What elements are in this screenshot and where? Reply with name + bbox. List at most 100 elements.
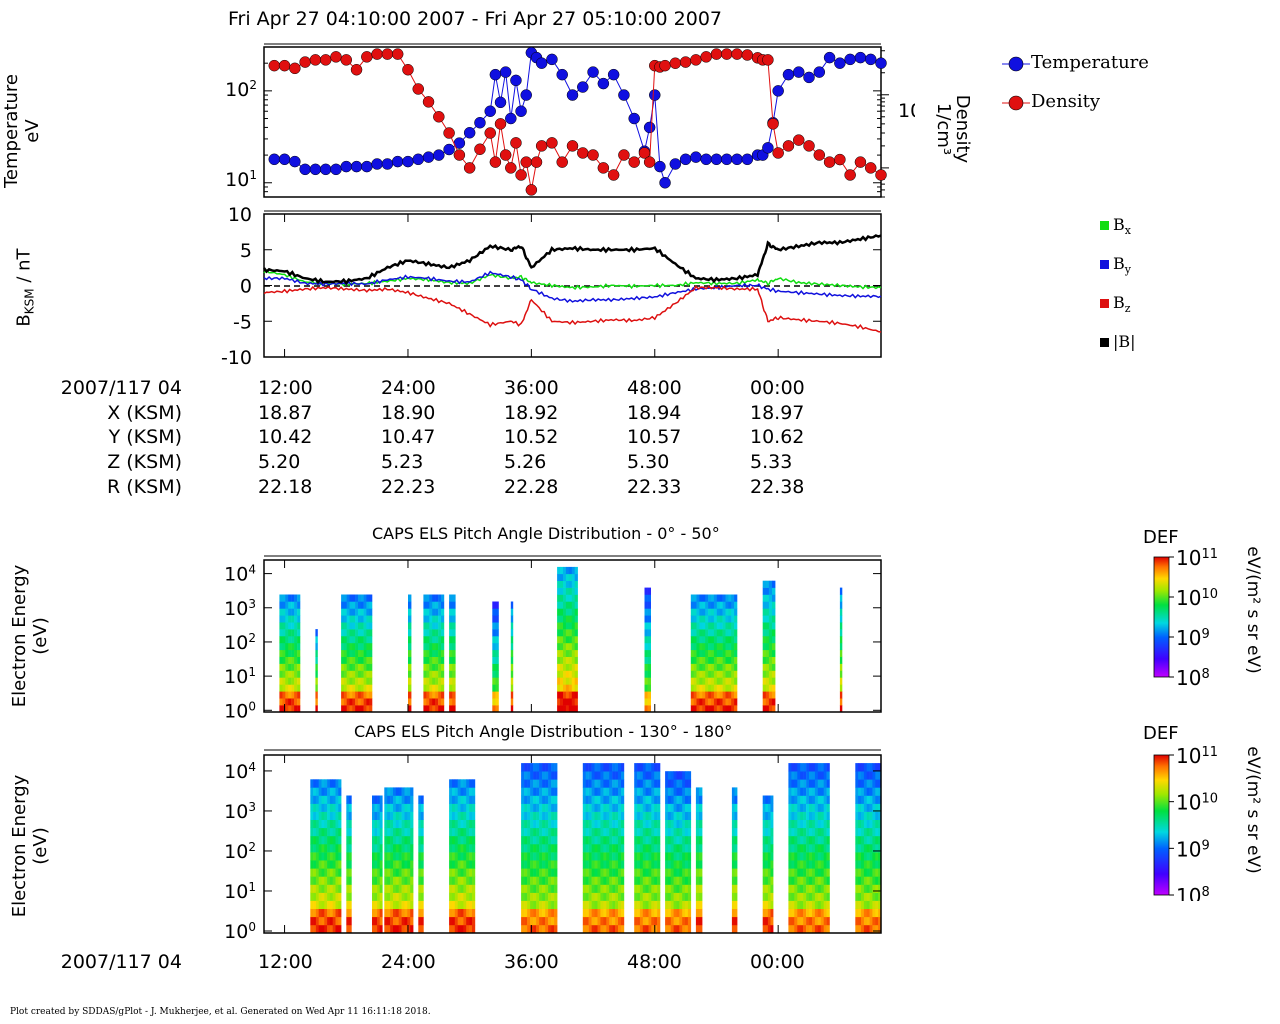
spectrogram-cell <box>492 656 496 664</box>
spectrogram-cell <box>644 594 648 602</box>
spectrogram-cell <box>294 684 298 692</box>
spectrogram-cell <box>438 670 442 678</box>
spectrogram-cell <box>435 705 439 713</box>
spectrogram-cell <box>696 615 700 623</box>
spectrogram-cell <box>358 698 362 706</box>
spectrogram-cell <box>858 827 862 837</box>
spectrogram-cell <box>872 795 876 804</box>
spectrogram-cell <box>582 900 586 909</box>
spectrogram-cell <box>539 860 543 869</box>
spectrogram-cell <box>797 827 801 837</box>
spectrogram-cell <box>687 876 692 885</box>
spectrogram-cell <box>332 892 336 901</box>
spectrogram-cell <box>682 900 686 909</box>
spectrogram-cell <box>346 892 350 901</box>
spectrogram-cell <box>563 698 567 706</box>
spectrogram-cell <box>872 803 876 812</box>
spectrogram-cell <box>423 615 427 623</box>
spectrogram-cell <box>560 656 564 664</box>
spectrogram-cell <box>869 811 873 820</box>
spectrogram-cell <box>408 684 412 692</box>
spectrogram-cell <box>379 803 383 812</box>
spectrogram-cell <box>762 663 767 671</box>
spectrogram-cell <box>420 803 424 812</box>
spectrogram-cell <box>574 698 578 706</box>
spectrogram-cell <box>855 916 859 926</box>
plasma-legend-markers <box>1002 56 1030 111</box>
spectrogram-cell <box>366 705 370 713</box>
spectrogram-cell <box>420 900 424 909</box>
spectrogram-cell <box>634 811 638 820</box>
spectrogram-cell <box>670 787 674 796</box>
spectrogram-cell <box>527 876 531 885</box>
temperature-point <box>690 151 702 163</box>
spectrogram-cell <box>398 860 402 869</box>
spectrogram-cell <box>297 705 301 713</box>
spectrogram-cell <box>495 649 499 657</box>
spectrogram-cell <box>369 649 373 657</box>
spectrogram-cell <box>548 795 552 804</box>
spectrogram-cell <box>418 884 422 893</box>
spectrogram-cell <box>571 636 575 644</box>
spectrogram-cell <box>875 819 879 829</box>
spectrogram-cell <box>855 835 859 845</box>
spectrogram-cell <box>863 908 868 918</box>
spectrogram-cell <box>395 795 399 804</box>
spectrogram-cell <box>560 642 564 651</box>
spectrogram-cell <box>696 636 700 644</box>
spectrogram-cell <box>310 876 314 885</box>
spectrogram-cell <box>734 636 738 644</box>
spectrogram-cell <box>858 852 862 861</box>
spectrogram-cell <box>812 900 816 909</box>
spectrogram-cell <box>321 779 325 788</box>
spectrogram-cell <box>343 684 347 692</box>
spectrogram-cell <box>291 670 295 678</box>
spectrogram-cell <box>472 844 476 853</box>
spectrogram-cell <box>814 852 819 861</box>
spectrogram-cell <box>343 698 347 706</box>
spectrogram-cell <box>762 876 766 885</box>
spectrogram-cell <box>349 649 353 657</box>
spectrogram-cell <box>588 819 592 829</box>
spectrogram-cell <box>647 670 651 678</box>
spectrogram-cell <box>878 868 882 877</box>
spectrogram-cell <box>492 663 496 671</box>
spectrogram-cell <box>495 677 499 685</box>
spectrogram-cell <box>803 892 807 901</box>
spectrogram-cell <box>705 670 709 678</box>
legend-swatch-icon <box>1100 299 1109 308</box>
spectrogram-cell <box>420 860 424 869</box>
spectrogram-cell <box>315 876 319 885</box>
spectrogram-cell <box>588 868 592 877</box>
spectrogram-cell <box>423 691 427 699</box>
spectrogram-cell <box>809 924 813 934</box>
temp-tick-100: 102 <box>225 78 257 101</box>
spectrogram-cell <box>612 787 616 796</box>
spectrogram-cell <box>398 876 402 885</box>
spectrogram-cell <box>679 868 683 877</box>
spectrogram-cell <box>713 663 718 671</box>
spectrogram-cell <box>360 608 364 616</box>
spectrogram-cell <box>693 636 697 644</box>
spectrogram-cell <box>719 656 723 664</box>
spectrogram-cell <box>765 622 770 630</box>
spectrogram-cell <box>797 763 801 772</box>
colorbar-tick-label: 109 <box>1176 837 1210 861</box>
spectrogram-cell <box>647 587 651 595</box>
spectrogram-cell <box>510 698 514 706</box>
spectrogram-cell <box>492 677 496 685</box>
spectrogram-cell <box>343 642 347 651</box>
spectrogram-cell <box>682 811 686 820</box>
spectrogram-cell <box>699 705 703 713</box>
spectrogram-cell <box>637 868 641 877</box>
spectrogram-cell <box>597 876 601 885</box>
spectrogram-cell <box>395 811 399 820</box>
spectrogram-cell <box>665 811 669 820</box>
spectrogram-cell <box>693 656 697 664</box>
spectrogram-cell <box>647 698 651 706</box>
spectrogram-cell <box>634 803 638 812</box>
spectrogram-cell <box>800 763 804 772</box>
spectrogram-cell <box>615 763 619 772</box>
spectrogram-cell <box>768 608 773 616</box>
spectrogram-cell <box>335 844 339 853</box>
